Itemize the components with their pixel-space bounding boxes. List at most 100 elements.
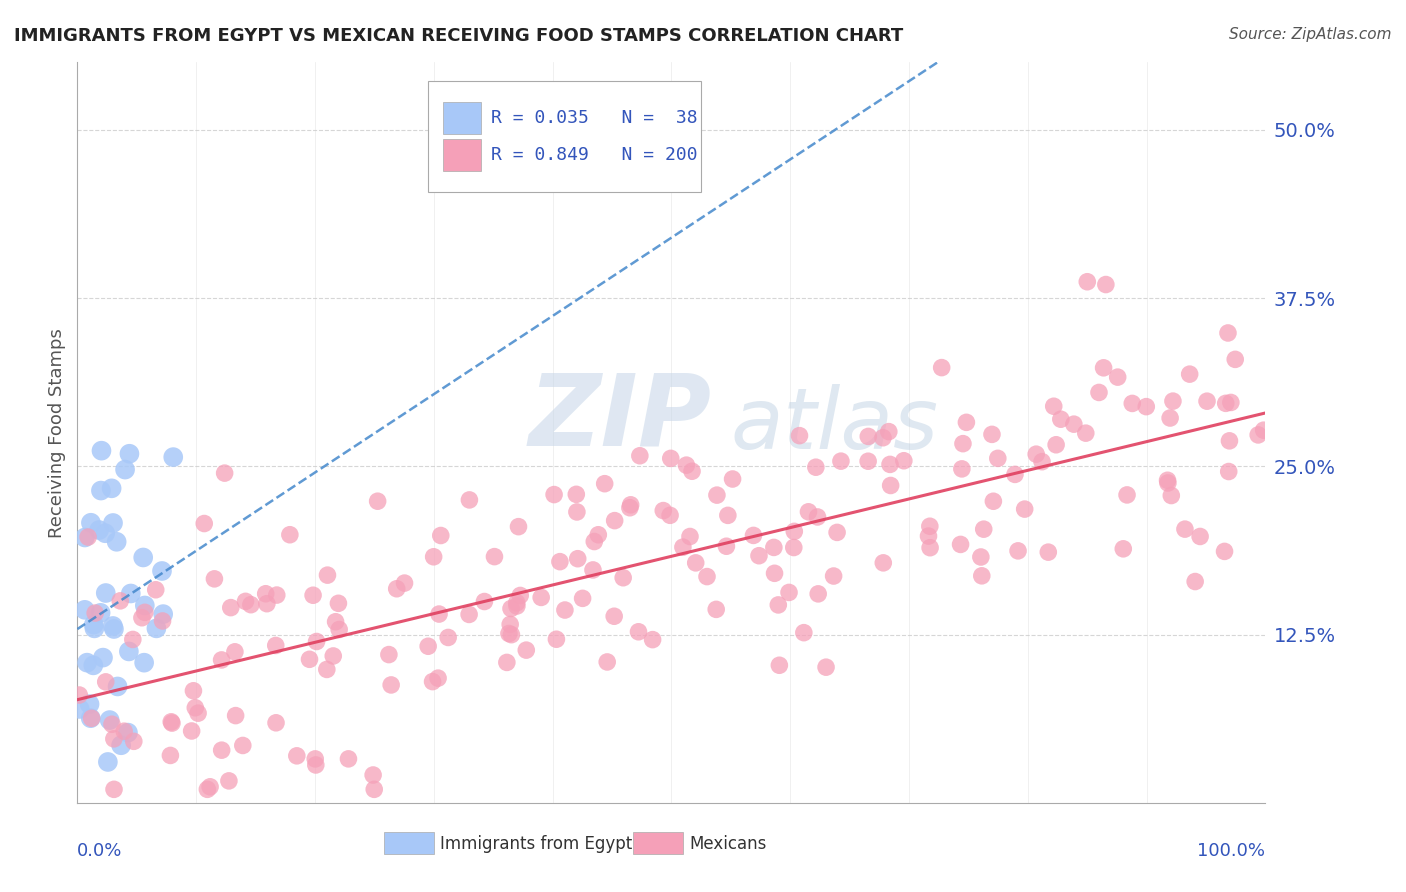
Point — [98, 713, 121, 727]
Text: 100.0%: 100.0% — [1198, 842, 1265, 860]
Point — [498, 626, 520, 640]
Point — [721, 472, 744, 486]
Point — [1156, 473, 1178, 487]
Point — [91, 650, 114, 665]
FancyBboxPatch shape — [443, 102, 481, 135]
Point — [145, 621, 167, 635]
Point — [877, 425, 900, 439]
Point — [931, 360, 953, 375]
Point — [987, 451, 1010, 466]
Point — [627, 624, 650, 639]
Point — [264, 639, 287, 653]
Point — [543, 487, 565, 501]
Point — [150, 564, 173, 578]
Point — [117, 725, 139, 739]
Point — [530, 591, 553, 605]
Text: Immigrants from Egypt: Immigrants from Egypt — [440, 835, 631, 853]
Point — [762, 541, 785, 555]
Point — [422, 549, 444, 564]
Point — [879, 458, 901, 472]
Point — [815, 660, 838, 674]
Point — [1247, 428, 1270, 442]
Point — [103, 622, 125, 636]
Point — [328, 623, 350, 637]
Point — [582, 563, 605, 577]
Point — [83, 621, 105, 635]
Point — [970, 549, 993, 564]
Point — [1189, 529, 1212, 543]
Point — [825, 525, 848, 540]
Point — [114, 462, 136, 476]
Point — [385, 582, 408, 596]
Point — [506, 596, 529, 610]
Point — [1195, 394, 1218, 409]
Text: ZIP: ZIP — [529, 369, 711, 467]
Point — [337, 752, 360, 766]
Point — [89, 523, 111, 537]
Point — [920, 541, 942, 555]
Point — [1076, 275, 1098, 289]
Point — [872, 431, 894, 445]
Point — [768, 598, 790, 612]
Point — [418, 640, 440, 654]
Point — [1025, 447, 1047, 461]
Point — [112, 724, 135, 739]
Point — [73, 603, 96, 617]
Point — [183, 683, 205, 698]
Point — [121, 632, 143, 647]
Point — [73, 531, 96, 545]
Point — [152, 607, 174, 621]
Point — [797, 505, 820, 519]
Point — [509, 589, 531, 603]
Point — [696, 569, 718, 583]
Point — [90, 606, 112, 620]
FancyBboxPatch shape — [443, 138, 481, 171]
Point — [427, 607, 450, 621]
Point — [120, 586, 142, 600]
Point — [211, 743, 233, 757]
Point — [571, 591, 593, 606]
Point — [1225, 352, 1247, 367]
Point — [1095, 277, 1118, 292]
Point — [76, 656, 98, 670]
Point — [1215, 396, 1237, 410]
Point — [872, 556, 894, 570]
Point — [118, 447, 141, 461]
Point — [134, 656, 156, 670]
Point — [793, 625, 815, 640]
Point — [1088, 385, 1111, 400]
Point — [1184, 574, 1206, 589]
Point — [783, 541, 806, 555]
Point — [830, 454, 852, 468]
Point — [427, 671, 450, 685]
Point — [118, 644, 141, 658]
Point — [101, 516, 124, 530]
Point — [474, 594, 496, 608]
Point — [515, 643, 537, 657]
Point — [565, 487, 588, 501]
Point — [232, 739, 254, 753]
Point — [90, 443, 112, 458]
Point — [565, 505, 588, 519]
Point — [806, 510, 828, 524]
Point — [107, 680, 129, 694]
Point — [1031, 455, 1053, 469]
Point — [266, 588, 288, 602]
Point — [593, 476, 616, 491]
Point — [1213, 544, 1236, 558]
Point — [823, 569, 845, 583]
FancyBboxPatch shape — [384, 832, 434, 854]
Point — [110, 594, 132, 608]
Point — [235, 594, 257, 608]
Point — [763, 566, 786, 581]
Point — [603, 514, 626, 528]
Point — [160, 714, 183, 729]
Point — [495, 656, 517, 670]
Point — [1050, 412, 1073, 426]
Point — [499, 617, 522, 632]
Point — [378, 648, 401, 662]
Point — [679, 529, 702, 543]
Point — [239, 598, 262, 612]
Point — [132, 550, 155, 565]
Text: Mexicans: Mexicans — [689, 835, 766, 853]
